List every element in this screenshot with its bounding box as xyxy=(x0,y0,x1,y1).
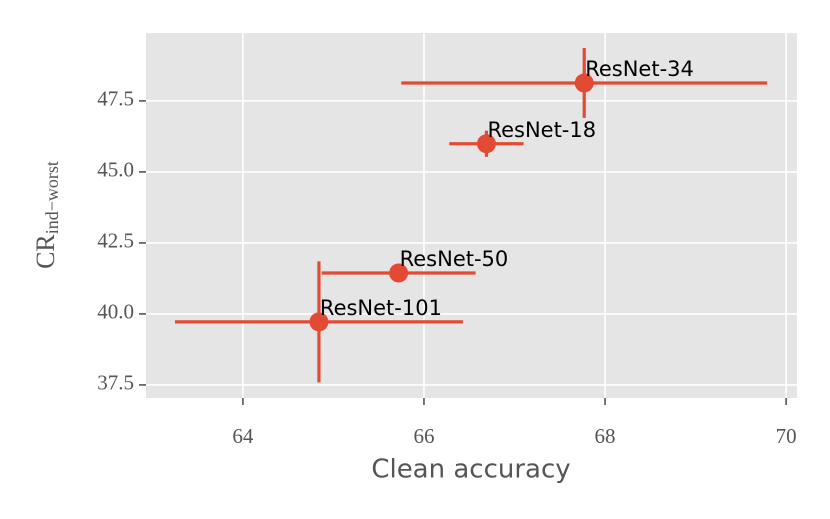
point-label: ResNet-18 xyxy=(487,118,596,142)
y-tick-label: 45.0 xyxy=(97,158,134,182)
y-tick-label: 40.0 xyxy=(97,300,134,324)
point-label: ResNet-50 xyxy=(400,247,509,271)
y-tick-label: 42.5 xyxy=(97,229,134,253)
x-tick-label: 66 xyxy=(413,424,434,448)
point-label: ResNet-34 xyxy=(585,57,694,81)
point-label: ResNet-101 xyxy=(320,296,442,320)
y-axis-label-main: CR xyxy=(31,234,60,269)
x-tick-label: 68 xyxy=(595,424,616,448)
plot-area xyxy=(146,33,797,398)
y-tick-label: 37.5 xyxy=(97,371,134,395)
x-axis-label: Clean accuracy xyxy=(371,455,570,485)
y-axis-label-sub: ind−worst xyxy=(42,161,62,234)
y-axis-label: CRind−worst xyxy=(31,161,62,269)
point xyxy=(309,312,329,332)
y-tick-label: 47.5 xyxy=(97,87,134,111)
x-tick-label: 64 xyxy=(232,424,254,448)
point xyxy=(476,134,496,154)
point xyxy=(574,73,594,93)
point xyxy=(389,263,409,283)
x-tick-label: 70 xyxy=(776,424,797,448)
